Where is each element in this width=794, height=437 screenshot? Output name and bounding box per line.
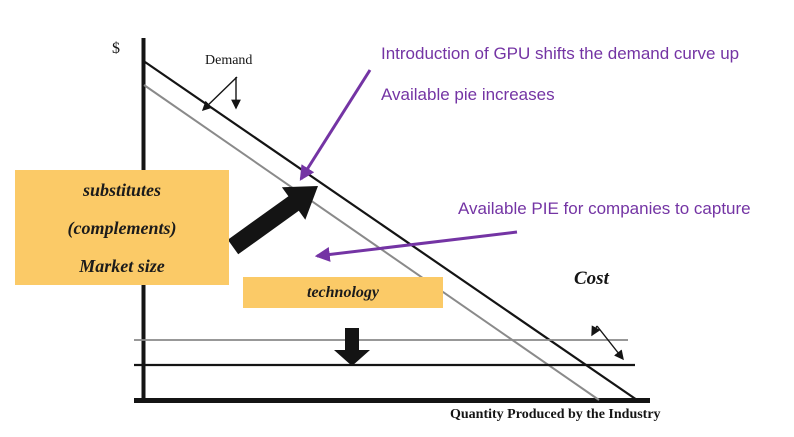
annotation-gpu-shift: Introduction of GPU shifts the demand cu…: [381, 44, 740, 63]
substitutes-box-line2: (complements): [67, 217, 177, 238]
technology-box: technology: [243, 277, 443, 308]
substitutes-box: substitutes (complements) Market size: [15, 170, 229, 285]
substitutes-box-line1: substitutes: [82, 179, 162, 200]
demand-pointer: [201, 76, 241, 112]
gpu-shift-arrow-icon: [299, 69, 372, 181]
technology-arrow-icon: [334, 328, 370, 366]
demand-curve-new: [144, 61, 638, 401]
substitutes-box-line3: Market size: [79, 255, 165, 276]
x-axis-label: Quantity Produced by the Industry: [450, 407, 661, 422]
pie-capture-arrow-icon: [314, 230, 518, 262]
cost-pointer: [591, 325, 624, 361]
annotation-pie-increase: Available pie increases: [381, 85, 555, 104]
market-size-arrow-icon: [227, 186, 318, 255]
y-axis-label: $: [112, 40, 120, 57]
technology-box-label: technology: [307, 283, 379, 301]
annotation-pie-capture: Available PIE for companies to capture: [458, 199, 751, 218]
demand-curve-old: [143, 84, 600, 401]
cost-label: Cost: [574, 268, 609, 289]
demand-label: Demand: [205, 53, 253, 68]
